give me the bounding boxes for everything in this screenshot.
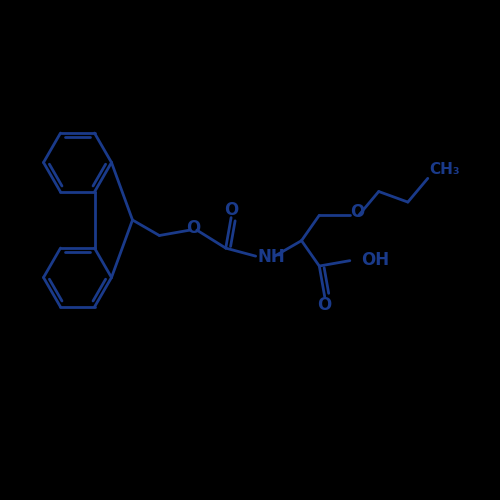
Text: NH: NH	[258, 248, 285, 266]
Text: CH₃: CH₃	[430, 162, 460, 178]
Text: OH: OH	[361, 251, 389, 269]
Text: O: O	[350, 202, 364, 220]
Text: O: O	[186, 218, 200, 236]
Text: O: O	[224, 200, 238, 218]
Text: O: O	[318, 296, 332, 314]
